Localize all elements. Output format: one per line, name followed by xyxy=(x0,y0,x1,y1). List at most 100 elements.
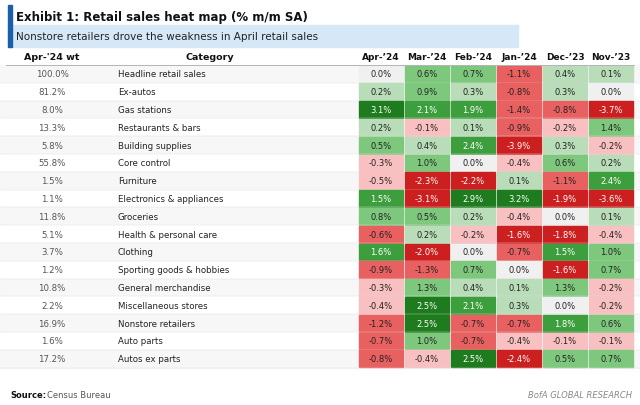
Text: 2.5%: 2.5% xyxy=(463,354,484,363)
Text: -0.1%: -0.1% xyxy=(553,337,577,345)
Bar xyxy=(405,333,449,350)
Bar xyxy=(359,297,403,314)
Bar xyxy=(451,155,495,172)
Bar xyxy=(589,297,633,314)
Bar xyxy=(359,102,403,119)
Text: -0.9%: -0.9% xyxy=(369,266,393,275)
Text: -1.6%: -1.6% xyxy=(553,266,577,275)
Text: Nonstore retailers: Nonstore retailers xyxy=(118,319,195,328)
Bar xyxy=(589,119,633,136)
Bar xyxy=(405,119,449,136)
Text: 0.9%: 0.9% xyxy=(417,88,438,97)
Text: Clothing: Clothing xyxy=(118,248,154,257)
Text: 0.2%: 0.2% xyxy=(371,88,392,97)
Bar xyxy=(451,173,495,190)
Bar xyxy=(405,297,449,314)
Text: 81.2%: 81.2% xyxy=(38,88,66,97)
Bar xyxy=(451,66,495,83)
Text: 0.8%: 0.8% xyxy=(371,212,392,221)
Text: 0.0%: 0.0% xyxy=(463,159,484,168)
Text: 3.2%: 3.2% xyxy=(508,194,530,203)
Text: -3.9%: -3.9% xyxy=(507,141,531,150)
Bar xyxy=(543,244,587,261)
Text: -0.4%: -0.4% xyxy=(415,354,439,363)
Text: 2.4%: 2.4% xyxy=(463,141,484,150)
Text: -0.2%: -0.2% xyxy=(461,230,485,239)
Bar xyxy=(589,315,633,332)
Bar xyxy=(497,66,541,83)
Bar xyxy=(405,155,449,172)
Text: Electronics & appliances: Electronics & appliances xyxy=(118,194,223,203)
Bar xyxy=(451,279,495,296)
Text: Miscellaneous stores: Miscellaneous stores xyxy=(118,301,207,310)
Text: Dec-’23: Dec-’23 xyxy=(546,52,584,61)
Bar xyxy=(451,262,495,278)
Bar xyxy=(497,279,541,296)
Bar xyxy=(405,350,449,367)
Bar xyxy=(405,173,449,190)
Text: -3.1%: -3.1% xyxy=(415,194,439,203)
Text: -3.7%: -3.7% xyxy=(599,106,623,115)
Bar xyxy=(359,119,403,136)
Bar xyxy=(359,262,403,278)
Bar xyxy=(543,137,587,154)
Text: Mar-’24: Mar-’24 xyxy=(407,52,447,61)
Bar xyxy=(359,226,403,243)
Text: Core control: Core control xyxy=(118,159,170,168)
Text: 3.1%: 3.1% xyxy=(371,106,392,115)
Text: 1.0%: 1.0% xyxy=(600,248,621,257)
Text: -0.8%: -0.8% xyxy=(369,354,393,363)
Text: -0.9%: -0.9% xyxy=(507,124,531,132)
Bar xyxy=(497,119,541,136)
Text: -2.4%: -2.4% xyxy=(507,354,531,363)
Bar xyxy=(589,226,633,243)
Bar xyxy=(0,101,640,119)
Bar xyxy=(405,102,449,119)
Text: 0.1%: 0.1% xyxy=(600,212,621,221)
Bar xyxy=(543,333,587,350)
Bar xyxy=(543,209,587,225)
Text: 1.5%: 1.5% xyxy=(41,177,63,186)
Bar xyxy=(497,315,541,332)
Bar xyxy=(451,350,495,367)
Text: 10.8%: 10.8% xyxy=(38,284,66,292)
Text: -0.7%: -0.7% xyxy=(507,248,531,257)
Bar xyxy=(589,191,633,207)
Bar xyxy=(497,84,541,101)
Bar xyxy=(405,315,449,332)
Bar xyxy=(359,191,403,207)
Bar xyxy=(543,119,587,136)
Text: 0.6%: 0.6% xyxy=(417,70,438,79)
Text: 11.8%: 11.8% xyxy=(38,212,66,221)
Bar xyxy=(405,209,449,225)
Text: -0.7%: -0.7% xyxy=(507,319,531,328)
Text: -3.6%: -3.6% xyxy=(599,194,623,203)
Text: 5.1%: 5.1% xyxy=(41,230,63,239)
Text: Auto parts: Auto parts xyxy=(118,337,163,345)
Bar xyxy=(451,226,495,243)
Bar xyxy=(543,173,587,190)
Bar xyxy=(405,279,449,296)
Bar xyxy=(589,155,633,172)
Text: 2.5%: 2.5% xyxy=(417,319,438,328)
Bar xyxy=(0,190,640,208)
Bar xyxy=(543,297,587,314)
Bar xyxy=(451,297,495,314)
Text: 0.4%: 0.4% xyxy=(554,70,575,79)
Bar xyxy=(451,209,495,225)
Bar xyxy=(543,226,587,243)
Text: 0.7%: 0.7% xyxy=(462,70,484,79)
Text: Source:: Source: xyxy=(10,390,46,399)
Bar xyxy=(359,333,403,350)
Text: 1.8%: 1.8% xyxy=(554,319,575,328)
Text: 2.1%: 2.1% xyxy=(417,106,438,115)
Text: Nov-’23: Nov-’23 xyxy=(591,52,630,61)
Bar xyxy=(451,191,495,207)
Text: 2.4%: 2.4% xyxy=(600,177,621,186)
Text: -1.1%: -1.1% xyxy=(507,70,531,79)
Bar xyxy=(451,119,495,136)
Bar xyxy=(451,137,495,154)
Bar xyxy=(0,155,640,173)
Bar xyxy=(543,84,587,101)
Bar xyxy=(451,84,495,101)
